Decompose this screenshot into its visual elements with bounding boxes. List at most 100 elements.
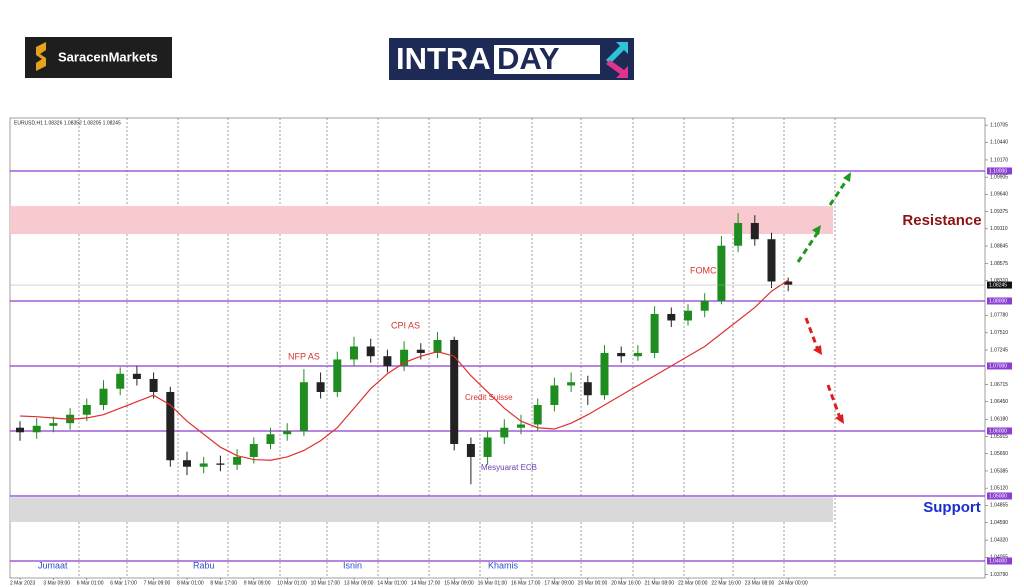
level-label: 1.07000 [989,363,1007,369]
candle-body [734,222,743,246]
candle-body [366,346,375,357]
x-tick-label: 3 Mar 09:00 [43,580,70,586]
brand-icon [36,42,46,71]
candle-body [483,437,492,457]
x-tick-label: 8 Mar 17:00 [210,580,237,586]
candle-body [183,460,191,467]
arrow-heads [812,172,851,235]
x-tick-label: 7 Mar 09:00 [144,580,171,586]
x-tick-label: 23 Mar 08:00 [745,580,775,586]
zone [10,497,833,522]
day-separators [78,118,836,578]
level-label: 1.08000 [989,298,1007,304]
y-tick-label: 1.07780 [990,313,1008,319]
x-tick-label: 8 Mar 01:00 [177,580,204,586]
x-tick-label: 10 Mar 01:00 [277,580,307,586]
y-tick-label: 1.05385 [990,468,1008,474]
x-tick-label: 20 Mar 16:00 [611,580,641,586]
level-label-box [987,297,1012,305]
arrow-up [828,177,850,206]
current-price-label: 1.08245 [989,282,1007,288]
candle-body [283,430,292,435]
level-label-box [987,427,1012,435]
annotation: CPI AS [391,320,420,330]
arrow-heads [813,345,844,424]
y-tick-label: 1.09375 [990,209,1008,215]
x-tick-label: 17 Mar 09:00 [544,580,574,586]
candle-body [633,352,642,357]
zone-label: Support [923,499,981,516]
x-tick-label: 9 Mar 09:00 [244,580,271,586]
arrow-down [826,384,842,419]
candle-body [383,356,392,366]
candle-body [249,443,258,457]
x-tick-label: 2 Mar 2023 [10,580,36,586]
logo-part2: DAY [497,41,560,76]
candle-body [433,339,442,353]
y-tick-label: 1.06715 [990,382,1008,388]
x-tick-label: 16 Mar 17:00 [511,580,541,586]
x-tick-label: 16 Mar 01:00 [478,580,508,586]
candle-body [450,339,459,444]
x-tick-label: 15 Mar 09:00 [444,580,474,586]
day-label: Isnin [343,560,362,570]
candle-body [784,281,793,285]
brand-logo [25,37,172,78]
y-tick-label: 1.10440 [990,140,1008,146]
candle-body [132,373,141,379]
candle-body [266,434,275,444]
annotation: Mesyuarat ECB [481,463,537,472]
forecast-arrows [796,177,850,419]
y-tick-label: 1.04855 [990,503,1008,509]
zone [10,206,833,235]
candle-body [517,424,525,428]
level-label-box [987,167,1012,175]
plot-frame [9,117,986,579]
candle-body [333,359,342,392]
annotation: FOMC [690,265,717,275]
candle-body [617,352,626,357]
level-label-box [987,557,1012,565]
level-label: 1.05000 [989,493,1007,499]
level-label: 1.10000 [989,168,1007,174]
candle-body [350,346,358,360]
y-tick-label: 1.10170 [990,157,1008,163]
x-tick-label: 13 Mar 09:00 [344,580,374,586]
x-tick-label: 14 Mar 01:00 [377,580,407,586]
day-label: Khamis [488,560,519,570]
y-tick-label: 1.03790 [990,572,1008,578]
candle-body [717,245,726,301]
y-tick-label: 1.04320 [990,537,1008,543]
candle-body [99,388,108,405]
x-tick-label: 6 Mar 17:00 [110,580,137,586]
y-tick-label: 1.10705 [990,122,1008,128]
candle-body [32,425,41,433]
y-tick-label: 1.08310 [990,278,1008,284]
brand-name: SaracenMarkets [58,49,158,64]
candle-body [82,404,91,415]
candle-body [750,222,759,240]
candle-body [684,310,692,321]
current-price-box [987,281,1012,289]
candle-body [650,313,659,353]
y-tick-label: 1.06450 [990,399,1008,405]
candle-body [116,373,125,389]
x-tick-label: 22 Mar 16:00 [711,580,741,586]
candle-body [16,427,24,433]
candle-body [199,463,208,467]
y-tick-label: 1.07510 [990,330,1008,336]
annotation: NFP AS [288,351,320,361]
candle-body [533,404,542,425]
y-tick-label: 1.06180 [990,417,1008,423]
candle-body [550,385,559,405]
y-tick-label: 1.08845 [990,243,1008,249]
candle-body [166,391,175,461]
logo-arrow-down [606,60,628,78]
symbol-header: EURUSD,H1 1.08326 1.08352 1.08205 1.0824… [14,120,121,126]
logo-part1: INTRA [396,41,491,76]
level-label-box [987,362,1012,370]
candle-body [600,352,609,396]
x-tick-label: 10 Mar 17:00 [311,580,341,586]
